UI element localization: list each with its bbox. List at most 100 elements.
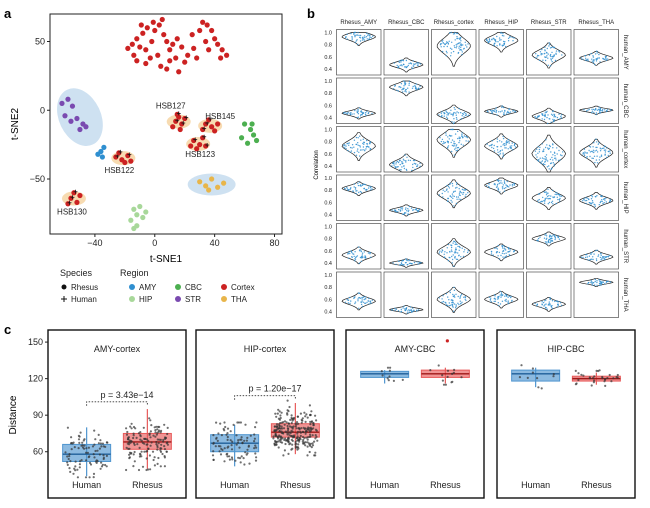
violin-point-3-0-40: [356, 190, 358, 192]
box-xtick-label-0-1: Rhesus: [132, 480, 163, 490]
violin-point-2-2-57: [440, 140, 443, 143]
box-point-0-1-94: [150, 441, 153, 444]
violin-point-4-1-25: [413, 261, 416, 264]
box-point-0-1-73: [160, 447, 163, 450]
violin-point-0-0-25: [355, 40, 358, 42]
violin-point-5-3-9: [497, 302, 499, 304]
violin-point-5-0-33: [364, 302, 367, 304]
tsne-point-8-5: [188, 143, 194, 149]
violin-point-1-5-24: [605, 110, 608, 113]
violin-point-5-2-45: [455, 304, 457, 306]
violin-point-1-5-29: [595, 113, 597, 116]
violin-point-0-0-18: [355, 34, 357, 36]
box-point-0-1-37: [153, 464, 156, 467]
box-point-0-1-22: [163, 448, 167, 451]
tsne-point-4-0: [59, 100, 65, 106]
violin-point-1-3-5: [509, 111, 512, 113]
violin-point-1-1-39: [403, 85, 405, 87]
violin-point-2-1-15: [401, 166, 403, 168]
tsne-point-3-3: [137, 203, 143, 210]
violin-point-1-1-32: [411, 87, 414, 90]
violin-col-header-4: Rhesus_STR: [531, 20, 567, 26]
tsne-point-0-9: [161, 32, 167, 38]
box-point-0-1-48: [163, 465, 166, 468]
violin-point-0-3-27: [508, 36, 511, 38]
violin-point-2-1-7: [413, 159, 416, 162]
box-point-1-1-257: [297, 427, 300, 430]
violin-point-0-5-35: [585, 59, 587, 61]
violin-point-4-5-38: [586, 253, 588, 256]
violin-point-4-0-30: [354, 260, 356, 262]
violin-point-0-5-13: [592, 62, 595, 64]
violin-point-4-1-27: [400, 264, 402, 266]
violin-point-4-4-30: [547, 240, 550, 242]
violin-point-0-2-51: [445, 50, 448, 53]
box-point-0-1-15: [166, 441, 169, 444]
violin-point-4-3-5: [494, 247, 496, 249]
violin-point-4-1-33: [417, 263, 419, 265]
box-point-1-1-172: [315, 419, 318, 422]
violin-point-2-5-51: [588, 145, 591, 147]
box-point-0-1-115: [139, 453, 142, 456]
violin-point-2-4-17: [552, 159, 554, 161]
violin-point-2-4-72: [552, 147, 554, 149]
tsne-point-0-19: [179, 44, 185, 50]
violin-point-0-2-37: [466, 46, 468, 48]
violin-point-2-2-50: [451, 128, 453, 131]
violin-point-3-2-41: [454, 187, 457, 189]
violin-point-4-4-39: [548, 238, 550, 241]
box-point-0-0-77: [78, 441, 81, 444]
box-point-1-1-108: [299, 412, 302, 415]
violin-point-4-5-42: [596, 249, 598, 251]
violin-point-2-0-59: [362, 146, 365, 148]
violin-point-1-3-28: [489, 109, 492, 112]
violin-point-2-2-36: [457, 130, 459, 133]
tsne-human-mark-10-0: [70, 195, 75, 200]
violin-point-2-0-42: [369, 148, 372, 150]
violin-point-5-1-21: [408, 309, 410, 311]
box-point-0-0-1: [69, 470, 72, 473]
violin-point-4-4-31: [545, 233, 547, 235]
tsne-human-mark-7-2: [208, 116, 213, 121]
violin-point-4-5-39: [595, 250, 597, 252]
violin-point-3-4-44: [548, 201, 551, 204]
box-point-1-1-248: [309, 435, 312, 438]
box-point-0-1-53: [125, 446, 128, 449]
violin-point-5-2-5: [458, 303, 460, 306]
box-xtick-label-1-1: Rhesus: [280, 480, 311, 490]
box-point-1-1-72: [308, 450, 311, 454]
violin-point-2-5-30: [589, 146, 592, 148]
box-point-0-1-95: [145, 438, 149, 441]
violin-point-4-2-30: [449, 250, 451, 253]
violin-point-2-0-40: [366, 143, 369, 145]
violin-point-2-5-54: [604, 145, 606, 147]
legend-region-item-3: HIP: [139, 295, 152, 304]
box-point-0-0-74: [93, 429, 96, 432]
violin-point-2-2-19: [465, 140, 467, 142]
violin-point-5-5-16: [604, 283, 606, 285]
tsne-point-0-29: [200, 19, 206, 25]
box-point-1-1-230: [303, 436, 306, 440]
violin-point-2-2-30: [445, 134, 447, 136]
violin-point-2-4-9: [559, 159, 561, 161]
box-point-0-1-57: [142, 426, 145, 429]
violin-point-4-2-21: [438, 252, 440, 254]
violin-point-5-1-5: [410, 311, 413, 313]
violin-point-1-0-20: [365, 114, 367, 117]
violin-point-0-2-47: [440, 43, 442, 45]
violin-point-1-0-11: [351, 113, 353, 115]
violin-point-0-3-52: [486, 38, 488, 41]
violin-point-5-2-42: [460, 293, 463, 296]
violin-point-1-3-11: [495, 109, 498, 112]
violin-point-0-2-67: [460, 49, 463, 51]
violin-point-3-2-35: [446, 200, 449, 202]
violin-point-4-2-52: [453, 265, 455, 267]
violin-point-4-2-25: [447, 260, 450, 262]
violin-point-4-2-7: [455, 247, 457, 249]
violin-point-5-3-39: [494, 297, 496, 299]
tsne-human-mark-9-4: [118, 149, 123, 154]
violin-point-4-4-42: [548, 236, 551, 238]
box-point-0-0-32: [78, 466, 81, 469]
violin-point-0-2-69: [453, 33, 456, 35]
